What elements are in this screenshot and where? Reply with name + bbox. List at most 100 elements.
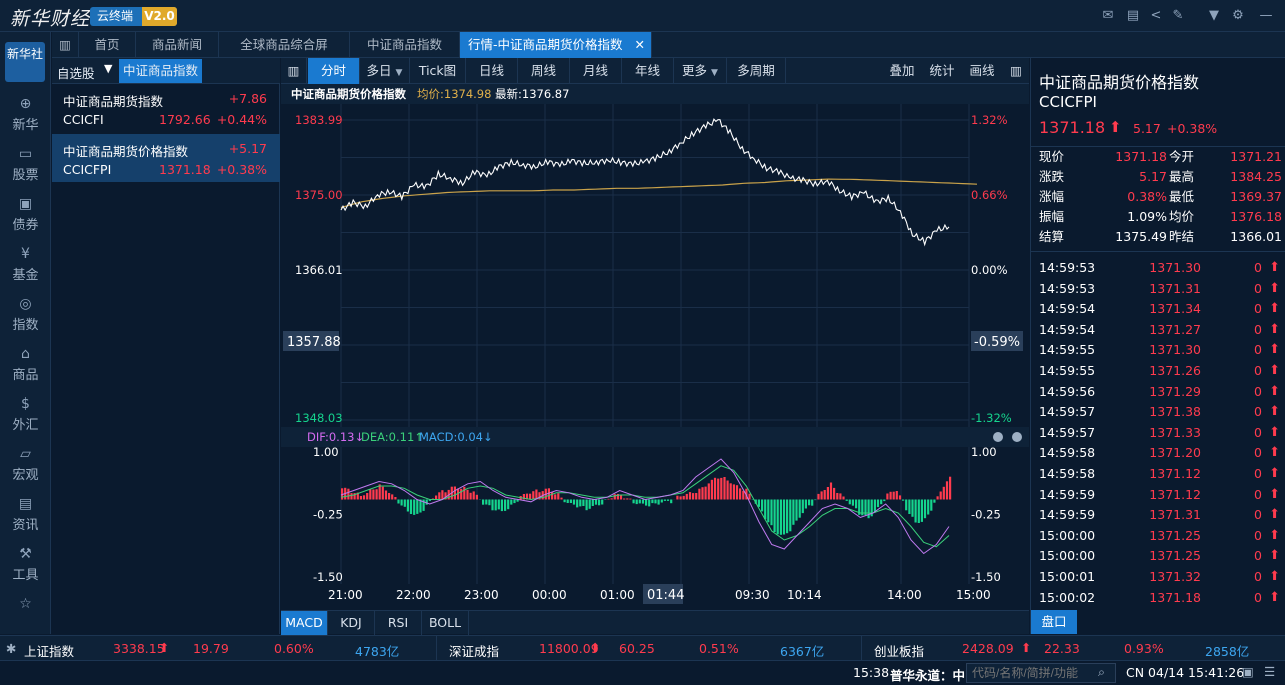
- ticker-name[interactable]: 深证成指: [449, 644, 500, 659]
- watchlist-item-selected[interactable]: 中证商品期货价格指数 +5.17 CCICFPI 1371.18 +0.38%: [52, 134, 280, 182]
- period-tick[interactable]: Tick图: [410, 58, 466, 84]
- version-badge: V2.0: [142, 7, 177, 26]
- chart-avg: 均价:1374.98: [417, 87, 491, 101]
- ticker-name[interactable]: 上证指数: [24, 644, 75, 659]
- tick-price: 1371.30: [1149, 342, 1201, 358]
- tab-global-commodity[interactable]: 全球商品综合屏: [219, 32, 350, 58]
- draw-button[interactable]: 画线: [969, 63, 995, 78]
- more-button[interactable]: 更多 ▼: [674, 58, 727, 84]
- tab-commodity-news[interactable]: 商品新闻: [136, 32, 219, 58]
- watchlist-tab-active[interactable]: 中证商品指数: [119, 59, 203, 83]
- macd-bar: [739, 488, 742, 500]
- tick-volume: 0: [1254, 486, 1262, 502]
- chevron-down-icon[interactable]: ▼: [104, 62, 113, 75]
- macd-bar: [820, 491, 823, 500]
- panel-toggle-icon[interactable]: ▥: [52, 32, 79, 58]
- tab-csi-commodity-index[interactable]: 中证商品指数: [350, 32, 460, 58]
- watchlist-dropdown[interactable]: 自选股: [57, 66, 95, 81]
- mail-icon[interactable]: ✉: [1102, 8, 1114, 23]
- menu-icon[interactable]: ☰: [1264, 664, 1276, 679]
- chat-icon[interactable]: ▤: [1126, 8, 1140, 23]
- stats-button[interactable]: 统计: [929, 63, 955, 78]
- nav-item-macro[interactable]: ▱ 宏观: [0, 444, 51, 483]
- time-tick-label: 21:00: [328, 588, 363, 602]
- arrow-up-icon: ⬆: [1269, 507, 1280, 523]
- macd-bar: [353, 493, 356, 500]
- indicator-tab-boll[interactable]: BOLL: [422, 611, 469, 635]
- nav-item-index[interactable]: ◎ 指数: [0, 294, 51, 333]
- macd-bar: [942, 486, 945, 500]
- tab-quote-active[interactable]: 行情-中证商品期货价格指数 ✕: [460, 32, 652, 58]
- tick-list[interactable]: 14:59:53 1371.30 0 ⬆ 14:59:53 1371.31 0 ⬆ 14:59:…: [1031, 258, 1285, 608]
- period-intraday[interactable]: 分时: [308, 58, 360, 84]
- macd-bar: [817, 493, 820, 500]
- share-icon[interactable]: <: [1150, 8, 1162, 23]
- gear-icon[interactable]: [1012, 432, 1022, 442]
- period-daily[interactable]: 日线: [466, 58, 518, 84]
- panel-toggle-icon[interactable]: ▥: [281, 58, 307, 84]
- indicator-tab-macd[interactable]: MACD: [281, 611, 328, 635]
- nav-item-stock[interactable]: ▭ 股票: [0, 144, 51, 183]
- gear-icon[interactable]: ⚙: [1232, 8, 1244, 23]
- tab-home[interactable]: 首页: [79, 32, 136, 58]
- time-tick-label: 22:00: [396, 588, 431, 602]
- macd-bar: [400, 499, 403, 506]
- nav-item-fund[interactable]: ¥ 基金: [0, 244, 51, 283]
- nav-item-forex[interactable]: $ 外汇: [0, 394, 51, 433]
- watchlist-item[interactable]: 中证商品期货指数 +7.86 CCICFI 1792.66 +0.44%: [52, 84, 280, 132]
- minimize-icon[interactable]: —: [1259, 8, 1273, 23]
- multi-period-button[interactable]: 多周期: [727, 58, 786, 84]
- macd-bar: [384, 490, 388, 500]
- index-ticker: ✱ 上证指数 3338.15 ⬆ 19.79 0.60% 4783亿 深证成指 …: [0, 635, 1285, 661]
- pin-icon[interactable]: ✱: [6, 641, 17, 656]
- macd-bar: [491, 499, 494, 511]
- search-input[interactable]: [966, 663, 1116, 683]
- macd-bar: [532, 491, 535, 500]
- nav-item-bond[interactable]: ▣ 债券: [0, 194, 51, 233]
- arrow-up-icon: ⬆: [1269, 383, 1280, 399]
- macd-info-bar: [281, 427, 1029, 447]
- period-multiday[interactable]: 多日 ▼: [360, 58, 410, 84]
- macd-bar: [428, 499, 431, 501]
- edit-icon[interactable]: ✎: [1172, 8, 1184, 23]
- macd-bar: [547, 488, 550, 500]
- period-weekly[interactable]: 周线: [518, 58, 570, 84]
- indicator-tab-rsi[interactable]: RSI: [375, 611, 422, 635]
- xinhua-icon: ⊕: [19, 96, 32, 112]
- cursor-price-box: [283, 331, 339, 351]
- nav-item-tool[interactable]: ⚒ 工具: [0, 544, 51, 583]
- macd-bar: [554, 494, 557, 500]
- nav-item-favorite[interactable]: ☆: [0, 594, 51, 614]
- close-icon[interactable]: [993, 432, 1003, 442]
- period-monthly[interactable]: 月线: [570, 58, 622, 84]
- ticker-pct: 0.60%: [274, 641, 314, 656]
- period-yearly[interactable]: 年线: [622, 58, 674, 84]
- tick-time: 14:59:55: [1039, 363, 1096, 378]
- macd-bar: [604, 499, 607, 500]
- xinhua-logo[interactable]: 新华社: [5, 42, 45, 82]
- macd-bar: [792, 499, 795, 525]
- star-icon: ☆: [19, 596, 32, 612]
- close-icon[interactable]: ✕: [634, 37, 645, 52]
- field-value: 1376.18: [1230, 209, 1282, 224]
- indicator-tab-kdj[interactable]: KDJ: [328, 611, 375, 635]
- panel-toggle-icon[interactable]: ▥: [1010, 63, 1022, 78]
- nav-label: 外汇: [12, 418, 39, 433]
- news-marquee[interactable]: 普华永道：中: [890, 668, 966, 683]
- macd-bar: [745, 488, 748, 500]
- nav-item-xinhua[interactable]: ⊕ 新华: [0, 94, 51, 133]
- macd-bar: [801, 499, 804, 514]
- pct-tick-label: -1.32%: [971, 411, 1012, 425]
- chart-title: 中证商品期货价格指数: [291, 87, 406, 101]
- ticker-name[interactable]: 创业板指: [874, 644, 925, 659]
- search-icon[interactable]: ⌕: [1098, 664, 1106, 679]
- tab-order-book[interactable]: 盘口: [1031, 610, 1077, 634]
- shirt-icon[interactable]: ▼: [1209, 8, 1219, 23]
- macd-bar: [873, 499, 876, 513]
- price-tick-label: 1383.99: [295, 113, 343, 127]
- download-icon[interactable]: ▣: [1242, 664, 1254, 679]
- nav-item-commodity[interactable]: ⌂ 商品: [0, 344, 51, 383]
- nav-item-news[interactable]: ▤ 资讯: [0, 494, 51, 533]
- overlay-button[interactable]: 叠加: [889, 63, 915, 78]
- intraday-chart[interactable]: 中证商品期货价格指数 均价:1374.98 最新:1376.87 1383.99…: [281, 84, 1029, 610]
